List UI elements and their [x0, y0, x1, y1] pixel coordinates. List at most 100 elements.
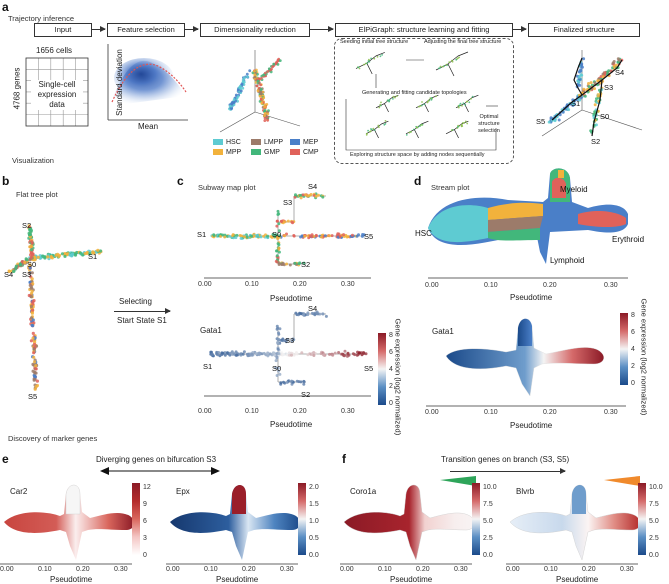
dimred-point	[243, 76, 246, 80]
genes-count: 4768 genes	[12, 67, 22, 110]
final-point	[592, 112, 596, 116]
flat-point	[20, 260, 24, 264]
elpi-node	[457, 125, 459, 128]
e-car2-stream	[0, 484, 135, 565]
dimred-point	[245, 72, 249, 76]
subway-point	[275, 219, 279, 223]
subway-gene-point	[268, 352, 272, 356]
f-cbar2-tick-0: 0.0	[649, 552, 659, 559]
e2-xlabel: Pseudotime	[216, 575, 259, 584]
flat-point	[71, 252, 75, 256]
d-cbar-tick-4: 8	[631, 312, 635, 319]
d2-xtick-3: 0.30	[604, 409, 618, 416]
elpi-tree-edge	[435, 51, 469, 77]
flat-point	[32, 355, 36, 359]
start-state-text: Start State S1	[117, 316, 167, 325]
flat-point	[34, 367, 38, 371]
subway-label-s3: S3	[283, 198, 293, 207]
e2-xtick-1: 0.10	[204, 566, 218, 573]
gene-label-s1: S1	[203, 362, 213, 371]
flat-point	[12, 269, 16, 273]
flat-point	[24, 257, 28, 261]
subway-gene-point	[301, 313, 305, 317]
subway-gene-plot	[204, 310, 371, 397]
elpi-node	[459, 102, 462, 105]
subway-gene-point	[290, 351, 293, 355]
elpi-tree-edge	[445, 120, 469, 139]
subway-point	[294, 193, 297, 197]
dimred-point	[236, 95, 240, 98]
e1-xtick-3: 0.30	[114, 566, 128, 573]
elpigraph-diagrams	[345, 51, 498, 151]
flat-point	[73, 252, 77, 256]
dimred-point	[259, 77, 263, 80]
elpi-node	[378, 126, 380, 129]
flat-point	[30, 248, 34, 252]
subway-point	[277, 229, 281, 233]
subway-label-s0: S0	[272, 230, 282, 239]
final-point	[593, 87, 596, 91]
elpi-node	[387, 99, 389, 102]
d-cbar-label: Gene expression (log2 normalized)	[639, 298, 649, 416]
elpi-node	[450, 59, 453, 62]
subway-gene-point	[228, 351, 232, 355]
subway-gene-point	[246, 353, 250, 357]
e-cbar1-tick-0: 0	[143, 552, 147, 559]
flat-tree-title: Flat tree plot	[16, 190, 58, 199]
subway-point	[290, 220, 294, 224]
flat-point	[29, 316, 34, 320]
f2-xtick-2: 0.20	[582, 566, 596, 573]
dimred-point	[256, 79, 260, 83]
d2-xtick-0: 0.00	[425, 409, 439, 416]
subway-point	[276, 209, 280, 213]
final-point	[589, 81, 593, 85]
subway-gene-point	[275, 356, 279, 360]
subway-point	[231, 233, 235, 237]
dimred-point	[263, 116, 267, 120]
flat-point	[29, 251, 33, 255]
subway-point	[301, 193, 305, 197]
stream-label-lymphoid: Lymphoid	[550, 256, 585, 265]
subway-gene-point	[351, 352, 355, 356]
subway-gene-point	[310, 311, 314, 315]
final-point	[596, 94, 600, 98]
dimred-point	[230, 101, 234, 105]
stream-title: Stream plot	[431, 183, 470, 192]
subway-gene-point	[282, 380, 285, 384]
subway-point	[277, 263, 281, 266]
e2-xtick-3: 0.30	[280, 566, 294, 573]
elpi-node	[466, 122, 469, 125]
subway-point	[243, 235, 246, 239]
elpi-node	[388, 100, 390, 103]
subway-point	[323, 234, 327, 238]
subway-gene-point	[321, 312, 325, 316]
f2-xlabel: Pseudotime	[556, 575, 599, 584]
subway-point	[355, 234, 359, 238]
f-cbar2	[638, 483, 646, 555]
final-label-s4: S4	[615, 68, 625, 77]
subway-point	[285, 232, 288, 236]
elpi-node	[370, 128, 373, 131]
subway-gene-point	[313, 313, 317, 317]
selecting-text: Selecting	[119, 297, 152, 306]
subway-point	[342, 233, 346, 237]
f-transition-arrow	[450, 468, 566, 474]
dimred-point	[228, 104, 232, 108]
stream-layer-gmp	[488, 228, 540, 241]
flat-label-s4: S4	[4, 270, 14, 279]
subway-point	[259, 235, 263, 239]
subway-title: Subway map plot	[198, 183, 256, 192]
subway-point	[285, 262, 289, 266]
f-gene-blvrb: Blvrb	[516, 487, 535, 496]
d-xtick-1: 0.10	[484, 282, 498, 289]
flat-point	[31, 324, 35, 328]
flat-point	[29, 304, 33, 309]
subway-point	[278, 234, 282, 238]
arrow-3	[309, 26, 334, 32]
dimred-point	[255, 84, 259, 88]
elpi-node	[415, 126, 418, 129]
step-input: Input	[34, 23, 92, 37]
subway-gene-point	[235, 353, 239, 357]
panel-c-letter: c	[177, 174, 184, 188]
f-cbar1-tick-2: 5.0	[483, 518, 493, 525]
